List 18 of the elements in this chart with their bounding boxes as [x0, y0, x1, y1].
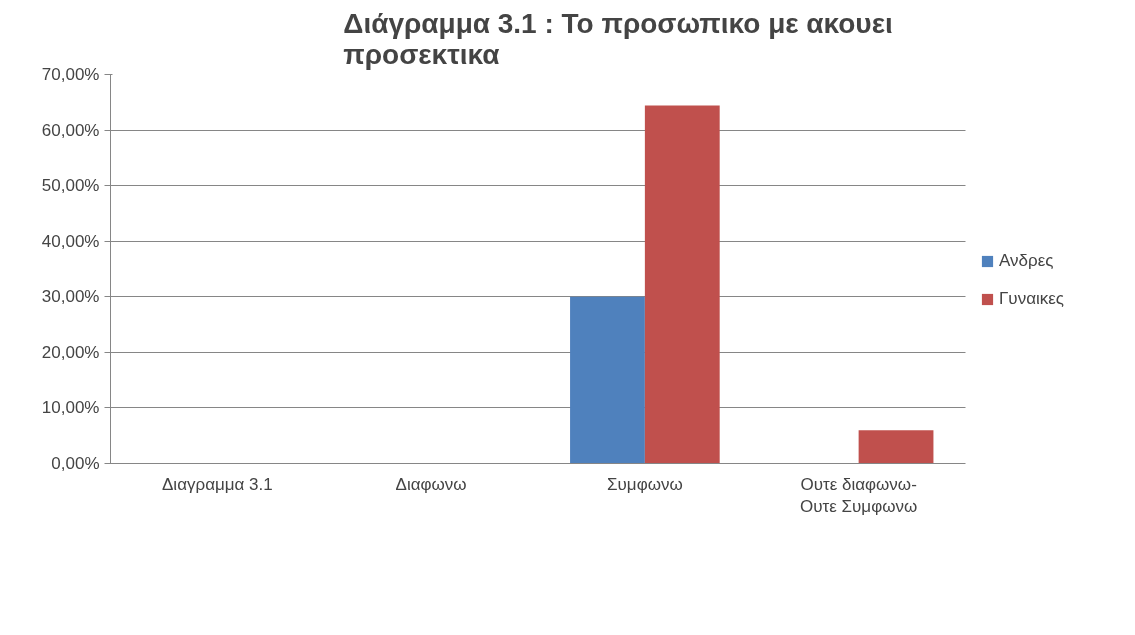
y-tick-label: 10,00%	[41, 398, 100, 418]
bar	[570, 296, 645, 464]
bar	[644, 105, 720, 464]
y-tick-label: 20,00%	[41, 342, 100, 362]
chart-title: Διάγραμμα 3.1 : Το προσωπικο με ακουει προσεκτικα	[343, 7, 893, 70]
y-tick-label: 60,00%	[41, 120, 100, 140]
legend-label: Ανδρες	[999, 251, 1054, 271]
x-tick-label: Διαφωνω	[395, 474, 467, 494]
y-tick-label: 30,00%	[41, 287, 100, 307]
legend-label: Γυναικες	[999, 289, 1065, 309]
y-tick-label: 50,00%	[41, 176, 100, 196]
y-tick-label: 40,00%	[41, 231, 100, 251]
x-tick-label: Συμφωνω	[607, 474, 683, 494]
bar	[858, 430, 934, 464]
y-tick-label: 0,00%	[51, 454, 100, 473]
x-tick-label: Ουτε διαφωνω-Ουτε Συμφωνω	[800, 474, 918, 517]
y-tick-label: 70,00%	[41, 65, 100, 84]
x-tick-label: Διαγραμμα 3.1	[162, 474, 273, 494]
